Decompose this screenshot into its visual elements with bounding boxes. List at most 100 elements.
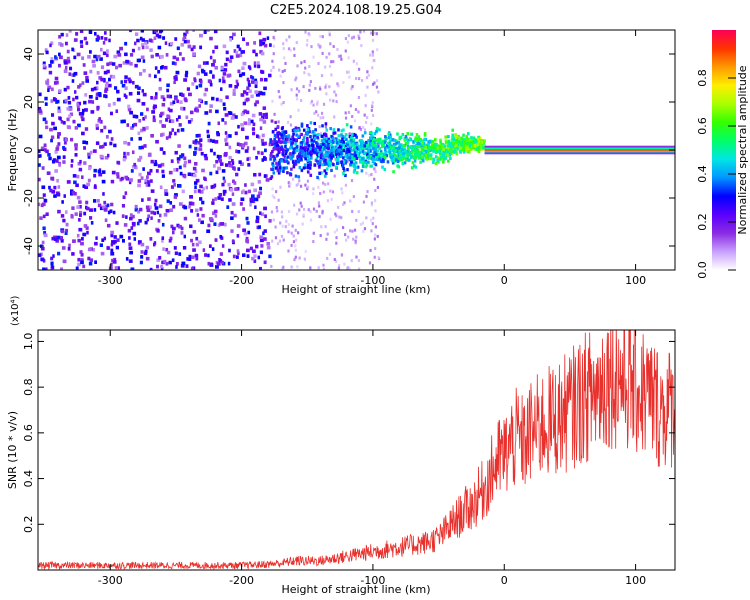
heatmap-cell bbox=[334, 149, 338, 153]
heatmap-cell bbox=[208, 244, 212, 248]
heatmap-cell bbox=[324, 65, 327, 69]
heatmap-cell bbox=[352, 144, 356, 148]
heatmap-cell bbox=[354, 239, 357, 243]
heatmap-cell bbox=[376, 185, 380, 189]
heatmap-cell bbox=[319, 132, 323, 136]
heatmap-cell bbox=[316, 161, 320, 165]
heatmap-cell bbox=[378, 157, 381, 161]
heatmap-cell bbox=[390, 155, 394, 159]
heatmap-cell bbox=[140, 55, 145, 60]
heatmap-cell bbox=[210, 185, 214, 189]
heatmap-cell bbox=[297, 89, 301, 93]
heatmap-cell bbox=[193, 152, 197, 156]
heatmap-cell bbox=[444, 135, 447, 139]
heatmap-cell bbox=[407, 158, 411, 162]
heatmap-cell bbox=[406, 138, 410, 142]
heatmap-cell bbox=[375, 79, 379, 83]
heatmap-cell bbox=[363, 227, 367, 231]
heatmap-cell bbox=[150, 95, 153, 100]
heatmap-cell bbox=[275, 161, 278, 166]
heatmap-cell bbox=[178, 184, 182, 188]
heatmap-cell bbox=[161, 260, 165, 265]
heatmap-cell bbox=[212, 59, 216, 63]
heatmap-cell bbox=[369, 248, 372, 252]
heatmap-cell bbox=[314, 128, 317, 132]
heatmap-cell bbox=[67, 125, 72, 130]
heatmap-cell bbox=[356, 152, 359, 156]
heatmap-cell bbox=[236, 249, 240, 253]
heatmap-cell bbox=[290, 231, 293, 235]
heatmap-cell bbox=[408, 153, 412, 157]
heatmap-cell bbox=[109, 209, 113, 213]
heatmap-cell bbox=[213, 30, 218, 34]
heatmap-cell bbox=[105, 94, 108, 99]
heatmap-cell bbox=[48, 185, 51, 190]
heatmap-cell bbox=[345, 152, 348, 156]
heatmap-cell bbox=[208, 217, 213, 221]
heatmap-cell bbox=[306, 166, 310, 170]
heatmap-cell bbox=[83, 146, 86, 150]
heatmap-cell bbox=[121, 83, 126, 88]
heatmap-cell bbox=[43, 143, 47, 148]
heatmap-cell bbox=[72, 119, 76, 124]
heatmap-cell bbox=[316, 163, 319, 167]
heatmap-cell bbox=[281, 131, 284, 135]
heatmap-cell bbox=[128, 236, 131, 240]
heatmap-cell bbox=[228, 198, 232, 202]
heatmap-cell bbox=[304, 157, 307, 161]
heatmap-cell bbox=[183, 35, 187, 40]
heatmap-cell bbox=[257, 180, 261, 184]
heatmap-cell bbox=[371, 222, 374, 226]
heatmap-cell bbox=[123, 151, 126, 156]
heatmap-cell bbox=[88, 166, 91, 171]
heatmap-cell bbox=[352, 138, 356, 142]
heatmap-cell bbox=[283, 149, 287, 153]
heatmap-cell bbox=[66, 117, 70, 122]
heatmap-cell bbox=[57, 142, 61, 146]
heatmap-cell bbox=[93, 86, 97, 91]
heatmap-cell bbox=[273, 137, 276, 141]
heatmap-cell bbox=[305, 144, 309, 149]
heatmap-cell bbox=[198, 147, 203, 151]
heatmap-cell bbox=[195, 208, 199, 213]
heatmap-cell bbox=[140, 128, 144, 133]
heatmap-cell bbox=[397, 156, 400, 160]
heatmap-cell bbox=[106, 203, 110, 208]
heatmap-cell bbox=[168, 119, 173, 123]
heatmap-cell bbox=[299, 148, 302, 152]
heatmap-cell bbox=[100, 251, 105, 256]
heatmap-cell bbox=[262, 37, 267, 42]
heatmap-cell bbox=[330, 149, 333, 153]
heatmap-cell bbox=[279, 221, 282, 225]
heatmap-cell bbox=[259, 77, 263, 82]
heatmap-cell bbox=[116, 160, 120, 165]
heatmap-cell bbox=[50, 60, 53, 64]
heatmap-cell bbox=[307, 147, 310, 151]
heatmap-cell bbox=[236, 234, 240, 238]
heatmap-cell bbox=[200, 68, 204, 73]
heatmap-cell bbox=[228, 84, 233, 88]
heatmap-cell bbox=[169, 201, 173, 205]
heatmap-cell bbox=[223, 192, 226, 196]
heatmap-cell bbox=[350, 143, 353, 147]
heatmap-cell bbox=[303, 148, 307, 152]
heatmap-cell bbox=[55, 159, 59, 163]
heatmap-cell bbox=[326, 256, 329, 260]
heatmap-cell bbox=[451, 147, 455, 152]
heatmap-cell bbox=[161, 236, 165, 240]
heatmap-cell bbox=[166, 114, 170, 119]
heatmap-cell bbox=[187, 172, 192, 177]
heatmap-cell bbox=[50, 99, 53, 103]
heatmap-cell bbox=[291, 154, 295, 158]
heatmap-cell bbox=[96, 198, 100, 203]
heatmap-cell bbox=[478, 136, 482, 140]
heatmap-cell bbox=[289, 173, 292, 177]
heatmap-cell bbox=[409, 152, 413, 156]
heatmap-cell bbox=[186, 257, 189, 261]
heatmap-cell bbox=[179, 100, 183, 104]
heatmap-cell bbox=[217, 156, 221, 161]
heatmap-cell bbox=[362, 146, 365, 150]
heatmap-cell bbox=[374, 152, 378, 157]
heatmap-cell bbox=[215, 265, 219, 269]
